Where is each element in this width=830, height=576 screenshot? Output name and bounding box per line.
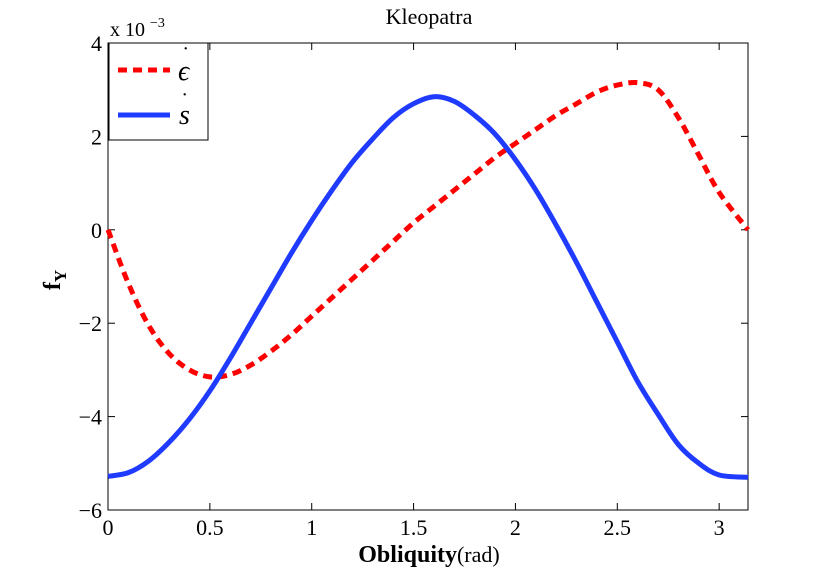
plot-area — [107, 42, 749, 511]
legend-box — [108, 42, 209, 141]
x-tick-label: 2 — [510, 515, 521, 540]
x-axis-label-bold: Obliquity — [358, 542, 457, 568]
series-line-s-dot — [107, 94, 749, 480]
y-tick-label: 0 — [91, 218, 102, 243]
x-tick-label: 1 — [306, 515, 317, 540]
x-tick-label: 0 — [103, 515, 114, 540]
y-axis-multiplier: x 10 −3 — [110, 16, 165, 41]
y-multiplier-prefix: x 10 — [110, 19, 145, 41]
x-tick-label: 0.5 — [196, 515, 224, 540]
y-tick-label: 4 — [91, 31, 102, 56]
legend-dot-s: ˙ — [181, 88, 188, 113]
chart-title: Kleopatra — [386, 4, 473, 29]
legend-dot-epsilon: ˙ — [182, 42, 189, 67]
x-axis-label: Obliquity(rad) — [358, 542, 499, 568]
y-tick-label: −2 — [79, 311, 102, 336]
legend-label-epsilon-dot: ϵ — [178, 56, 191, 87]
y-tick-label: 2 — [91, 124, 102, 149]
series-line-epsilon-dot — [105, 80, 750, 380]
y-axis-label: fY — [40, 270, 70, 290]
y-axis-label-sub: Y — [51, 270, 70, 282]
y-axis-label-main: f — [40, 281, 66, 290]
x-axis-label-unit: (rad) — [457, 542, 500, 567]
y-multiplier-exponent: −3 — [150, 16, 165, 31]
x-tick-label: 3 — [714, 515, 725, 540]
y-tick-label: −6 — [79, 498, 102, 523]
x-tick-label: 2.5 — [604, 515, 632, 540]
legend-label-s-dot: s — [179, 100, 190, 131]
legend: ϵ ˙ s ˙ — [108, 42, 209, 141]
y-tick-label: −4 — [79, 405, 102, 430]
axis-ticks: 0 0.5 1 1.5 2 2.5 3 −6 −4 −2 0 2 4 — [79, 31, 748, 540]
data-series — [105, 80, 750, 480]
x-tick-label: 1.5 — [400, 515, 428, 540]
